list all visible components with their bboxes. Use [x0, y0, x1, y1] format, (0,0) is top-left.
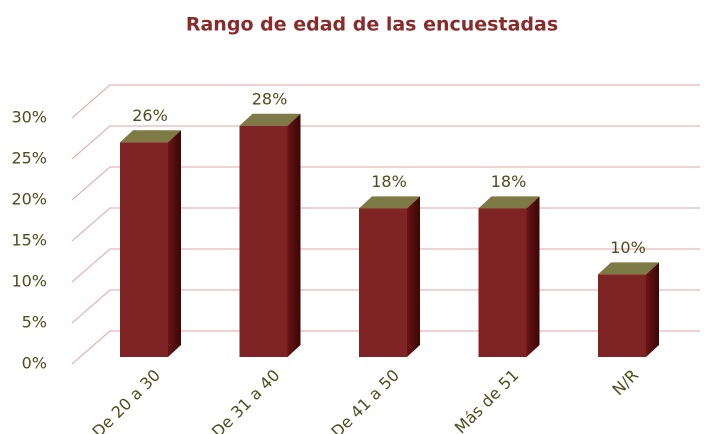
bar [598, 274, 646, 357]
grid-line [71, 166, 700, 201]
grid-line [71, 84, 700, 119]
bar-side [168, 130, 181, 357]
bar [239, 125, 288, 357]
x-tick-label: Más de 51 [451, 366, 523, 434]
bar [478, 208, 527, 357]
grid-line [71, 125, 700, 160]
value-label: 28% [252, 89, 288, 108]
y-tick-label: 10% [11, 272, 47, 291]
bar-side [646, 262, 659, 357]
bar-side [287, 113, 301, 357]
chart-title: Rango de edad de las encuestadas [186, 14, 558, 36]
x-tick-label: De 41 a 50 [327, 366, 403, 434]
bar-top [239, 113, 301, 126]
x-tick-label: De 31 a 40 [208, 366, 284, 434]
bar-side [407, 196, 420, 357]
x-tick-label: N/R [608, 366, 642, 400]
y-tick-label: 5% [22, 313, 47, 332]
bar-top [478, 196, 540, 209]
y-tick-label: 25% [11, 149, 47, 168]
x-tick-label: De 20 a 30 [88, 366, 164, 434]
y-tick-label: 15% [11, 231, 47, 250]
bar-top [598, 262, 659, 275]
value-label: 18% [371, 172, 407, 191]
y-tick-label: 20% [11, 190, 47, 209]
bar-top [359, 196, 420, 209]
y-tick-label: 30% [11, 108, 47, 127]
y-tick-label: 0% [22, 354, 47, 373]
bar-side [526, 196, 540, 357]
value-label: 10% [610, 238, 646, 257]
bar [359, 208, 407, 357]
bar-top [120, 130, 181, 143]
value-label: 26% [132, 106, 168, 125]
bar [120, 142, 168, 357]
value-label: 18% [491, 172, 527, 191]
